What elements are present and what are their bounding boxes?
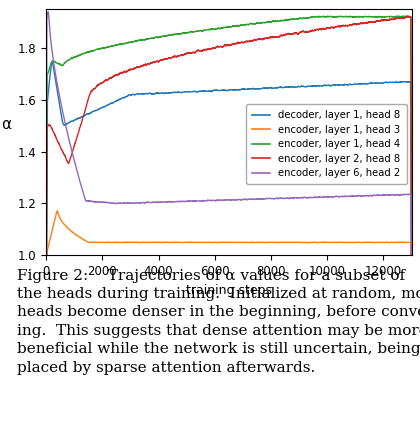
- X-axis label: training steps: training steps: [186, 284, 272, 297]
- Legend: decoder, layer 1, head 8, encoder, layer 1, head 3, encoder, layer 1, head 4, en: decoder, layer 1, head 8, encoder, layer…: [247, 104, 407, 184]
- Text: Figure 2:    Trajectories of α values for a subset of
the heads during training.: Figure 2: Trajectories of α values for a…: [17, 269, 420, 375]
- Y-axis label: α: α: [2, 117, 12, 132]
